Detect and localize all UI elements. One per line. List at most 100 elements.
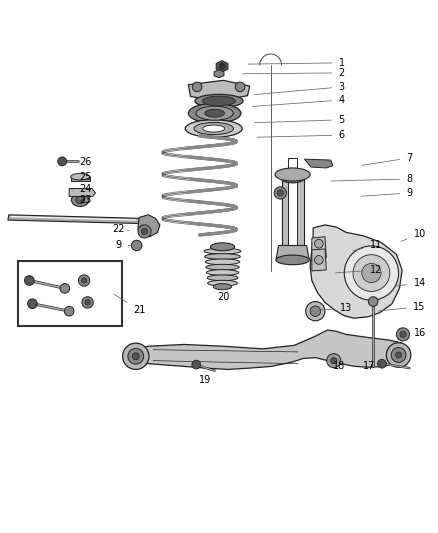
- Polygon shape: [8, 215, 141, 223]
- Circle shape: [58, 157, 67, 166]
- Circle shape: [85, 300, 90, 305]
- Ellipse shape: [195, 94, 243, 108]
- Ellipse shape: [196, 106, 233, 120]
- Text: 16: 16: [405, 328, 426, 338]
- Text: 22: 22: [112, 224, 129, 235]
- Ellipse shape: [203, 125, 225, 132]
- Ellipse shape: [206, 270, 239, 276]
- Polygon shape: [310, 225, 402, 318]
- Ellipse shape: [194, 123, 233, 135]
- Text: 24: 24: [72, 183, 92, 193]
- Circle shape: [396, 352, 402, 358]
- Ellipse shape: [206, 264, 239, 270]
- Text: 10: 10: [401, 229, 426, 241]
- Text: 12: 12: [336, 265, 382, 275]
- Ellipse shape: [188, 103, 241, 123]
- Polygon shape: [71, 177, 90, 181]
- Text: 25: 25: [71, 172, 92, 182]
- Text: 15: 15: [378, 302, 426, 312]
- Circle shape: [60, 284, 70, 293]
- Polygon shape: [188, 80, 250, 101]
- Circle shape: [82, 297, 93, 308]
- Circle shape: [128, 349, 144, 364]
- Circle shape: [314, 239, 323, 248]
- Ellipse shape: [71, 173, 89, 180]
- Polygon shape: [276, 246, 309, 260]
- Circle shape: [192, 82, 202, 92]
- Ellipse shape: [76, 197, 85, 204]
- Circle shape: [314, 255, 323, 264]
- Text: 7: 7: [362, 153, 413, 165]
- Polygon shape: [304, 159, 333, 168]
- Text: 1: 1: [248, 58, 345, 68]
- Ellipse shape: [210, 243, 234, 251]
- Text: 18: 18: [333, 361, 346, 372]
- Text: 23: 23: [71, 195, 92, 205]
- Circle shape: [131, 240, 142, 251]
- Circle shape: [310, 306, 321, 317]
- Circle shape: [277, 190, 283, 196]
- Ellipse shape: [204, 248, 241, 254]
- Circle shape: [123, 343, 149, 369]
- Circle shape: [64, 306, 74, 316]
- Text: 5: 5: [254, 115, 345, 125]
- Circle shape: [353, 255, 390, 292]
- Polygon shape: [216, 61, 228, 72]
- Text: 21: 21: [114, 294, 145, 316]
- Text: 8: 8: [331, 174, 413, 184]
- Ellipse shape: [276, 255, 309, 265]
- Circle shape: [219, 63, 225, 69]
- Circle shape: [141, 229, 148, 235]
- Text: 20: 20: [217, 283, 230, 302]
- Circle shape: [81, 278, 87, 283]
- Circle shape: [138, 225, 151, 238]
- Bar: [18, 261, 122, 326]
- Circle shape: [331, 358, 337, 364]
- Ellipse shape: [205, 259, 240, 265]
- Text: 11: 11: [353, 240, 382, 251]
- Text: 9: 9: [361, 188, 413, 198]
- Circle shape: [400, 332, 406, 337]
- Ellipse shape: [71, 193, 89, 206]
- Circle shape: [132, 353, 139, 360]
- Text: 26: 26: [67, 157, 92, 167]
- Polygon shape: [138, 215, 160, 237]
- Circle shape: [344, 246, 399, 300]
- Circle shape: [78, 275, 90, 286]
- Circle shape: [235, 82, 245, 92]
- Circle shape: [192, 360, 201, 369]
- Polygon shape: [312, 237, 326, 259]
- Circle shape: [368, 297, 378, 306]
- Circle shape: [396, 328, 410, 341]
- Circle shape: [306, 302, 325, 321]
- Polygon shape: [282, 179, 304, 247]
- Polygon shape: [126, 330, 405, 369]
- Ellipse shape: [205, 254, 240, 260]
- Circle shape: [25, 276, 34, 285]
- Text: 9: 9: [115, 240, 134, 251]
- Text: 19: 19: [199, 371, 211, 384]
- Ellipse shape: [213, 284, 232, 290]
- Polygon shape: [312, 249, 326, 271]
- Text: 13: 13: [318, 303, 352, 313]
- Circle shape: [391, 348, 406, 362]
- Circle shape: [327, 354, 341, 368]
- Text: 3: 3: [254, 82, 345, 94]
- Ellipse shape: [282, 175, 304, 183]
- Ellipse shape: [202, 96, 236, 106]
- Ellipse shape: [207, 275, 238, 281]
- Ellipse shape: [205, 109, 224, 117]
- Ellipse shape: [185, 120, 242, 138]
- Polygon shape: [214, 70, 224, 78]
- Text: 4: 4: [252, 95, 345, 107]
- Text: 6: 6: [257, 130, 345, 140]
- Circle shape: [28, 299, 37, 309]
- Ellipse shape: [275, 168, 310, 181]
- Polygon shape: [69, 189, 95, 197]
- Circle shape: [378, 359, 386, 368]
- Text: 14: 14: [396, 278, 426, 288]
- Ellipse shape: [208, 280, 237, 286]
- Circle shape: [362, 263, 381, 282]
- Polygon shape: [288, 158, 297, 249]
- Text: 2: 2: [243, 68, 345, 78]
